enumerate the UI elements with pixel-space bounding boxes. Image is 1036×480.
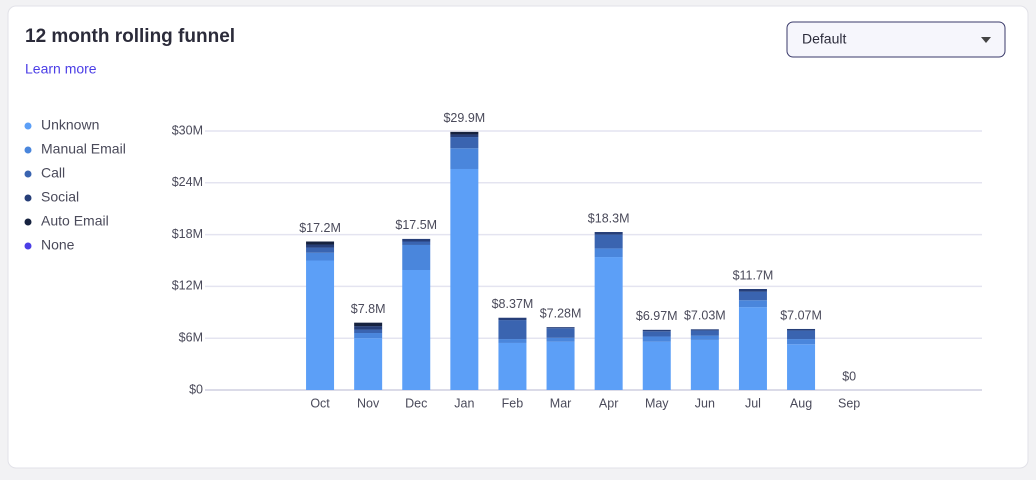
legend-label: None — [41, 237, 75, 253]
bar-segment — [594, 248, 623, 258]
dropdown-text[interactable]: Default — [802, 31, 846, 47]
total-label: $17.5M — [395, 218, 437, 232]
y-tick-label: $6M — [179, 330, 203, 344]
bar-segment — [354, 338, 383, 390]
total-label: $6.97M — [636, 309, 678, 323]
dropdown-arrow[interactable] — [981, 37, 991, 43]
total-label: $29.9M — [443, 111, 485, 125]
bar-segment — [354, 329, 383, 334]
bar-segment — [306, 241, 335, 245]
total-label: $8.37M — [492, 297, 534, 311]
dropdown[interactable]: Default — [786, 21, 1006, 58]
bar-segment — [546, 337, 575, 342]
legend-label: Social — [41, 189, 79, 205]
total-label: $18.3M — [588, 211, 630, 225]
x-tick-label: Jun — [695, 396, 715, 410]
bar-segment — [450, 134, 479, 138]
legend-label: Auto Email — [41, 213, 109, 229]
bar-segment — [642, 336, 671, 342]
y-tick-label: $12M — [172, 279, 203, 293]
total-label: $17.2M — [299, 221, 341, 235]
bar-segment — [546, 327, 575, 329]
bar-segment — [498, 342, 527, 390]
y-tick-label: $18M — [172, 227, 203, 241]
y-tick-label: $30M — [172, 123, 203, 137]
x-tick-label: Apr — [599, 396, 618, 410]
bar-segment — [498, 339, 527, 343]
legend-dot — [24, 242, 32, 250]
x-tick-label: Aug — [790, 396, 812, 410]
legend-label: Manual Email — [41, 141, 126, 157]
bar-segment — [690, 335, 719, 340]
x-tick-label: Oct — [310, 396, 330, 410]
bar-segment — [787, 330, 816, 340]
learn-more-link[interactable]: Learn more — [25, 61, 97, 77]
y-tick-label: $24M — [172, 175, 203, 189]
y-tick-label: $0 — [189, 382, 203, 396]
bar-segment — [738, 300, 767, 308]
dropdown-box[interactable] — [786, 21, 1006, 58]
bar-segment — [594, 232, 623, 235]
bar-segment — [354, 333, 383, 339]
x-tick-label: Nov — [357, 396, 380, 410]
bar-segment — [402, 244, 431, 270]
x-tick-label: Dec — [405, 396, 427, 410]
total-label: $7.07M — [780, 308, 822, 322]
x-tick-label: Jul — [745, 396, 761, 410]
bar-segment — [594, 257, 623, 390]
bar-segment — [450, 137, 479, 149]
legend-dot — [24, 218, 32, 226]
bar-segment — [546, 328, 575, 338]
total-label: $7.28M — [540, 306, 582, 320]
x-tick-label: Sep — [838, 396, 860, 410]
bar-segment — [787, 344, 816, 390]
x-tick-label: Mar — [550, 396, 572, 410]
bar-segment — [738, 288, 767, 292]
legend-dot — [24, 194, 32, 202]
total-label: $11.7M — [733, 268, 774, 282]
bar-segment — [546, 341, 575, 390]
legend-dot — [24, 170, 32, 178]
bar-segment — [642, 329, 671, 332]
bar-segment — [306, 244, 335, 248]
bar-segment — [642, 331, 671, 337]
bar-segment — [642, 341, 671, 390]
x-tick-label: Feb — [502, 396, 524, 410]
bar-segment — [306, 260, 335, 390]
bar-segment — [402, 238, 431, 242]
legend-label: Unknown — [41, 117, 99, 133]
chart-title: 12 month rolling funnel — [25, 26, 235, 47]
bar-segment — [354, 326, 383, 330]
bar-segment — [690, 329, 719, 331]
total-label: $7.8M — [351, 302, 386, 316]
bar-segment — [306, 247, 335, 253]
bar-segment — [787, 339, 816, 345]
bar-segment — [690, 339, 719, 390]
bar-segment — [738, 291, 767, 301]
x-tick-label: Jan — [454, 396, 474, 410]
bar-segment — [450, 168, 479, 390]
legend-dot — [24, 146, 32, 154]
legend-dot — [24, 122, 32, 130]
bar-segment — [594, 234, 623, 249]
bar-segment — [787, 328, 816, 331]
bar-segment — [738, 307, 767, 390]
bar-segment — [498, 320, 527, 340]
bar-segment — [450, 131, 479, 135]
x-tick-label: May — [645, 396, 669, 410]
bar-segment — [402, 269, 431, 390]
total-label: $7.03M — [684, 309, 726, 323]
bar-segment — [450, 148, 479, 169]
bar-segment — [354, 322, 383, 327]
card — [7, 5, 1029, 469]
bar-segment — [306, 252, 335, 261]
legend-label: Call — [41, 165, 65, 181]
total-label: $0 — [842, 369, 856, 383]
bar-segment — [402, 241, 431, 245]
bar-segment — [498, 317, 527, 321]
bar-segment — [690, 330, 719, 336]
